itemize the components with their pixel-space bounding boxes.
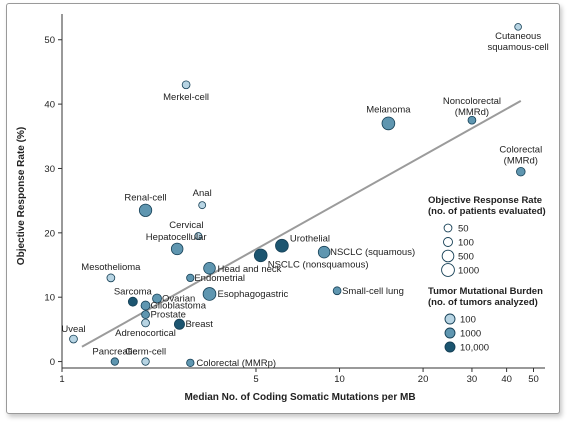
x-tick-label: 1 [59,374,64,385]
data-point [127,296,138,307]
data-label: Noncolorectal (MMRd) [443,96,501,118]
y-tick-label: 0 [50,357,55,368]
data-point [198,201,207,210]
data-label: Cutaneous squamous-cell [487,31,548,53]
data-point [194,232,203,240]
data-points [69,23,526,367]
data-point [381,116,396,131]
data-point [170,242,184,256]
data-point [514,23,522,31]
data-label: Uveal [61,324,85,335]
data-point [152,293,162,304]
data-label: NSCLC (nonsquamous) [268,259,369,270]
figure-frame [6,3,560,414]
y-tick-label: 50 [44,35,55,46]
data-label: Anal [193,188,212,199]
legend-size-marker [443,223,453,233]
legend-size-marker [441,249,455,263]
data-label: Melanoma [366,104,411,115]
data-point [141,357,150,366]
data-label: Ovarian [162,293,195,304]
data-point [516,166,526,177]
data-label: Head and neck [218,264,282,275]
legend-color-marker [444,341,456,353]
x-tick-label: 20 [418,374,429,385]
y-tick-label: 10 [44,293,55,304]
data-point [181,80,191,90]
data-point [253,248,268,263]
y-axis-title: Objective Response Rate (%) [16,127,27,265]
data-label: NSCLC (squamous) [330,247,415,258]
data-point [186,358,195,367]
legend-size-marker [443,237,453,247]
data-point [69,334,78,344]
legend-subtitle: (no. of tumors analyzed) [428,297,538,308]
legend-subtitle: (no. of patients evaluated) [428,206,546,217]
data-point [138,203,153,217]
data-label: Small-cell lung [342,286,404,297]
legend-color-marker [444,313,456,325]
data-label: Germ-cell [125,347,166,358]
data-label: Mesothelioma [81,262,141,273]
y-tick-label: 40 [44,100,55,111]
data-point [173,318,185,330]
x-tick-label: 10 [334,374,345,385]
x-axis-title: Median No. of Coding Somatic Mutations p… [184,392,415,403]
legend-tumor-mutational-burden: Tumor Mutational Burden(no. of tumors an… [428,286,543,354]
data-label: Hepatocellular [146,232,207,243]
x-tick-label: 5 [253,374,258,385]
data-point [275,238,289,253]
y-tick-label: 20 [44,228,55,239]
x-tick-label: 40 [501,374,512,385]
data-label: Renal-cell [124,192,166,203]
data-point [317,245,331,259]
data-point [467,115,477,125]
data-point [141,310,150,319]
legend-color-label: 1000 [460,329,481,340]
data-label: Esophagogastric [218,289,289,300]
legend-size-label: 1000 [458,266,479,277]
data-point [203,262,216,275]
legend-title: Tumor Mutational Burden [428,286,543,297]
x-tick-label: 50 [528,374,539,385]
data-label: Adrenocortical [115,328,176,339]
legend-color-marker [444,327,456,339]
legend-color-label: 10,000 [460,343,489,354]
x-tick-label: 30 [467,374,478,385]
data-point [332,286,342,296]
legend-size-label: 100 [458,238,474,249]
data-label: Prostate [151,310,186,321]
data-label: Endometrial [194,273,245,284]
legend-title: Objective Response Rate [428,195,542,206]
legend-size-label: 50 [458,224,469,235]
legend-size-marker [441,263,455,277]
data-label: Colorectal (MMRp) [196,358,276,369]
data-label: Colorectal (MMRd) [499,145,542,167]
data-label: Merkel-cell [163,92,209,103]
point-labels: Cutaneous squamous-cell Merkel-cell Melanom… [61,31,548,369]
data-point [110,357,119,366]
data-label: Cervical [169,220,203,231]
axes: 0 10 20 30 40 50 1 5 10 20 30 40 50 [44,14,545,385]
data-label: Sarcoma [114,287,153,298]
data-point [140,300,151,311]
data-point [202,287,217,301]
data-point [141,318,150,328]
data-label: Breast [185,319,213,330]
y-tick-label: 30 [44,164,55,175]
data-label: Urothelial [290,234,330,245]
data-point [186,273,195,283]
legend-size-label: 500 [458,252,474,263]
trend-line [81,100,522,348]
data-label: Pancreatic [92,347,137,358]
legend-color-label: 100 [460,315,476,326]
legend-objective-response-rate: Objective Response Rate(no. of patients … [428,195,546,277]
data-point [106,273,116,283]
data-label: Glioblastoma [151,301,207,312]
